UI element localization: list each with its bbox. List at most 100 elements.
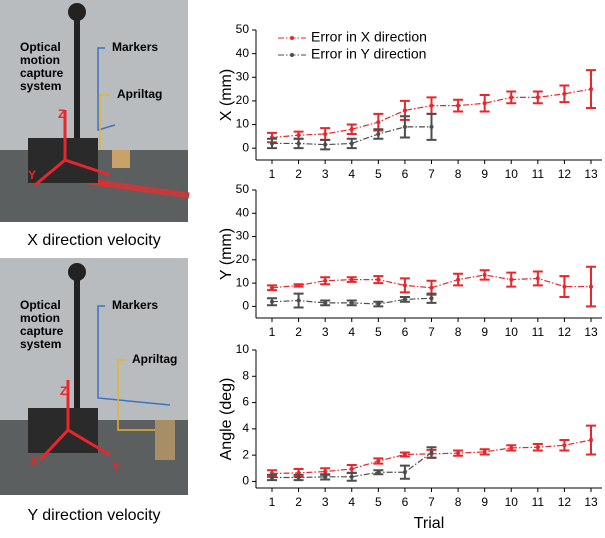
point [296,283,301,288]
camera [68,263,86,281]
axis-letter: Z [60,384,67,398]
point [296,475,301,480]
point [402,297,407,302]
x-tick-label: 4 [348,167,355,181]
point [535,445,540,450]
y-tick-label: 0 [242,140,249,154]
x-tick-label: 13 [584,325,598,339]
photo-label: system [20,337,61,351]
x-tick-label: 5 [375,167,382,181]
point [456,451,461,456]
x-tick-label: 8 [455,495,462,509]
x-tick-label: 11 [532,167,545,181]
x-tick-label: 12 [558,167,572,181]
point [270,285,274,290]
point [323,132,328,136]
x-tick-label: 9 [481,325,488,339]
photo-label: Markers [112,298,158,312]
point [323,278,328,283]
y-tick-label: 6 [242,395,249,409]
x-tick-label: 10 [505,495,519,509]
x-tick-label: 5 [375,325,382,339]
x-tick-label: 10 [505,167,519,181]
point [376,459,381,464]
x-tick-label: 9 [481,167,488,181]
y-tick-label: 0 [242,299,249,313]
x-tick-label: 7 [428,495,435,509]
point [296,133,301,138]
point [376,302,381,307]
x-tick-label: 11 [532,325,545,339]
legend-label: Error in Y direction [311,46,426,62]
point [429,124,434,129]
x-tick-label: 3 [322,167,329,181]
x-tick-label: 4 [348,325,355,339]
point [562,443,567,448]
x-tick-label: 1 [269,325,276,339]
point [323,142,328,147]
photo-label: motion [20,53,60,67]
point [349,300,354,305]
x-tick-label: 6 [402,495,409,509]
axis-letter: X [100,177,108,191]
x-tick-label: 13 [584,495,598,509]
y-tick-label: 50 [236,182,250,196]
x-tick-label: 4 [348,495,355,509]
x-tick-label: 1 [269,167,276,181]
x-tick-label: 8 [455,325,462,339]
point [349,141,354,146]
x-tick-label: 2 [295,167,302,181]
point [402,124,407,129]
apriltag-pointer [99,94,110,150]
point [376,120,381,125]
point [456,103,461,108]
point [535,276,540,281]
point [402,470,407,475]
y-tick-label: 0 [242,474,249,488]
x-arrow [38,428,70,462]
y-tick-label: 20 [236,93,250,107]
x-tick-label: 12 [558,325,572,339]
point [589,87,593,92]
point [482,101,487,106]
robot [28,408,98,453]
x-tick-label: 2 [295,495,302,509]
x-tick-label: 5 [375,495,382,509]
x-tick-label: 2 [295,325,302,339]
point [429,103,434,108]
point [349,127,354,132]
caption: X direction velocity [27,232,160,249]
point [270,299,274,304]
axis-letter: Y [112,460,120,474]
y-arrow [34,158,66,187]
axis-letter: X [30,454,38,468]
point [402,283,407,288]
point [562,91,567,96]
marker-pointer [97,305,171,406]
photo-label: motion [20,311,60,325]
photo-label: system [20,79,61,93]
photo-2 [0,258,188,495]
point [376,277,381,282]
x-tick-label: 6 [402,325,409,339]
point [323,474,328,479]
point [296,141,301,146]
caption: Y direction velocity [27,507,160,524]
point [429,296,434,301]
y-tick-label: 20 [236,252,250,266]
legend-point [290,53,294,57]
x-tick-label: 3 [322,495,329,509]
point [482,449,487,454]
pole [74,10,80,160]
photo-label: capture [20,324,64,338]
point [376,470,381,475]
x-tick-label: 6 [402,167,409,181]
y-axis-title: X (mm) [218,69,235,121]
apriltag-pointer [117,359,155,431]
point [562,284,567,289]
x-tick-label: 8 [455,167,462,181]
legend-point [290,36,294,40]
marker-pointer [97,47,116,132]
